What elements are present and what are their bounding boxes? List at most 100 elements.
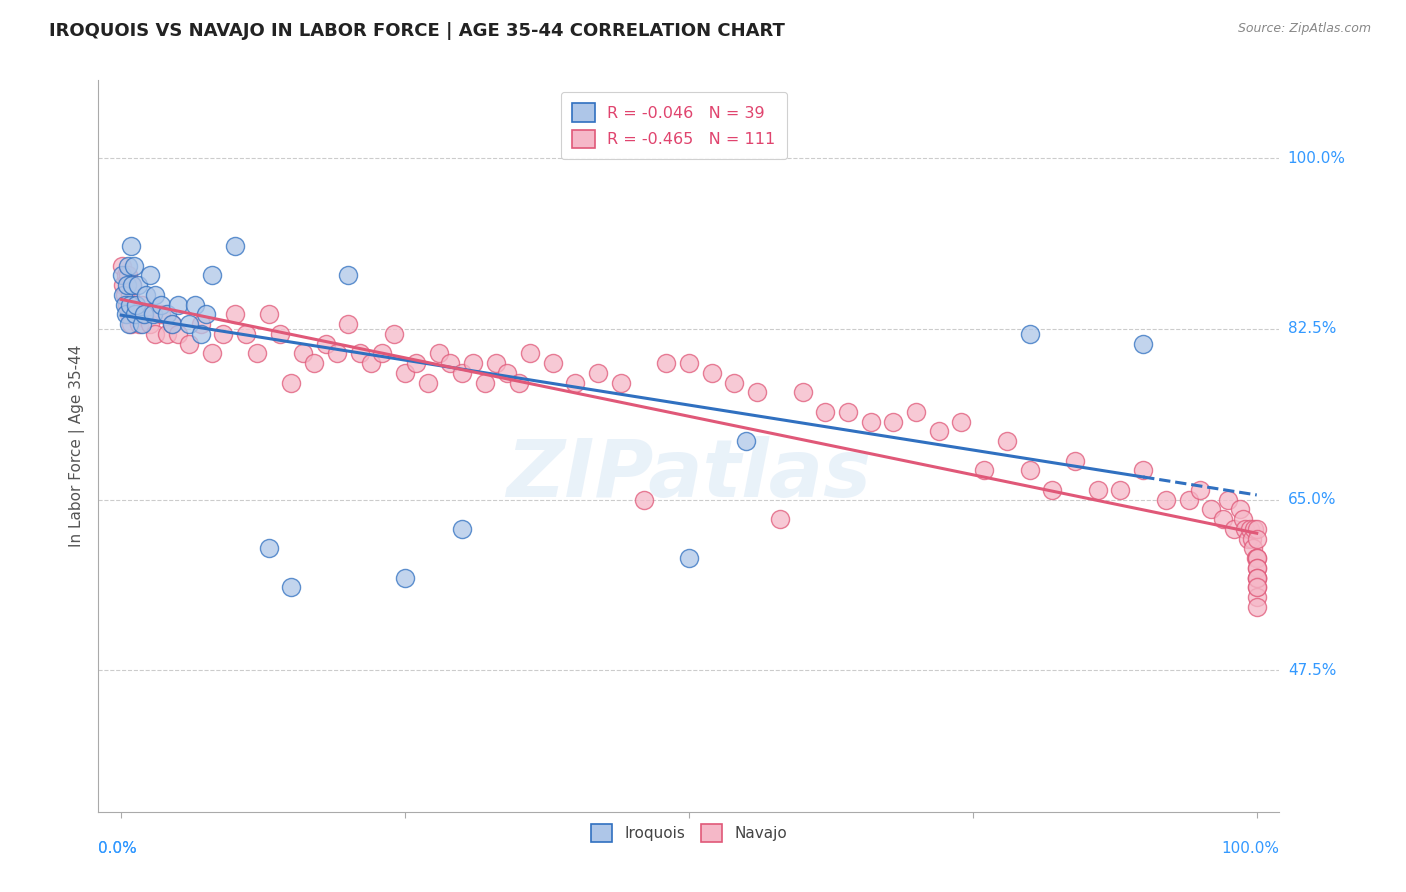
Point xyxy=(1246,561,1268,575)
Point xyxy=(120,288,142,302)
Point xyxy=(745,385,768,400)
Point xyxy=(326,346,349,360)
Point xyxy=(1241,532,1264,546)
Point xyxy=(280,581,302,595)
Point xyxy=(135,288,157,302)
Point xyxy=(155,307,177,321)
Point xyxy=(120,239,142,253)
Point xyxy=(120,317,142,331)
Point xyxy=(1132,463,1154,477)
Point xyxy=(1018,463,1040,477)
Point xyxy=(496,366,519,380)
Point xyxy=(201,346,224,360)
Point xyxy=(564,376,586,390)
Point xyxy=(337,317,360,331)
Point xyxy=(1246,599,1268,614)
Point xyxy=(1018,326,1040,341)
Point xyxy=(131,297,153,311)
Point xyxy=(112,288,135,302)
Text: 82.5%: 82.5% xyxy=(1288,321,1336,336)
Point xyxy=(115,297,138,311)
Point xyxy=(111,259,134,273)
Point xyxy=(1218,492,1240,507)
Point xyxy=(121,278,143,293)
Point xyxy=(1246,522,1268,536)
Point xyxy=(814,405,837,419)
Point xyxy=(143,288,166,302)
Text: 100.0%: 100.0% xyxy=(1288,151,1346,166)
Point xyxy=(734,434,756,449)
Text: ZIPatlas: ZIPatlas xyxy=(506,436,872,515)
Point xyxy=(928,425,950,439)
Point xyxy=(122,259,145,273)
Point xyxy=(1109,483,1132,497)
Point xyxy=(184,297,207,311)
Point xyxy=(463,356,485,370)
Point xyxy=(117,268,139,283)
Point xyxy=(201,268,224,283)
Text: Source: ZipAtlas.com: Source: ZipAtlas.com xyxy=(1237,22,1371,36)
Point xyxy=(167,297,190,311)
Point xyxy=(124,297,146,311)
Point xyxy=(127,278,149,293)
Point xyxy=(190,317,212,331)
Point xyxy=(114,297,136,311)
Point xyxy=(1246,551,1268,566)
Point xyxy=(1246,561,1268,575)
Point xyxy=(950,415,973,429)
Point xyxy=(212,326,235,341)
Point xyxy=(117,259,139,273)
Point xyxy=(1040,483,1063,497)
Point xyxy=(1212,512,1234,526)
Point xyxy=(120,297,142,311)
Point xyxy=(1229,502,1251,516)
Text: 65.0%: 65.0% xyxy=(1288,492,1336,508)
Point xyxy=(1246,571,1268,585)
Point xyxy=(114,307,136,321)
Point xyxy=(257,541,280,556)
Point xyxy=(121,278,143,293)
Point xyxy=(246,346,269,360)
Point xyxy=(112,278,135,293)
Point xyxy=(124,307,146,321)
Point xyxy=(450,522,472,536)
Point xyxy=(195,307,218,321)
Text: 47.5%: 47.5% xyxy=(1288,663,1336,678)
Point xyxy=(179,317,201,331)
Point xyxy=(190,326,212,341)
Y-axis label: In Labor Force | Age 35-44: In Labor Force | Age 35-44 xyxy=(69,345,84,547)
Point xyxy=(541,356,564,370)
Point xyxy=(302,356,325,370)
Point xyxy=(179,336,201,351)
Point xyxy=(1188,483,1211,497)
Point xyxy=(1246,571,1268,585)
Point xyxy=(1246,532,1268,546)
Point xyxy=(224,239,246,253)
Point xyxy=(427,346,450,360)
Point xyxy=(337,268,360,283)
Point xyxy=(315,336,337,351)
Point xyxy=(114,268,136,283)
Point xyxy=(138,268,160,283)
Point xyxy=(118,307,141,321)
Point xyxy=(519,346,541,360)
Point xyxy=(1236,532,1258,546)
Point xyxy=(360,356,382,370)
Legend: Iroquois, Navajo: Iroquois, Navajo xyxy=(585,818,793,848)
Point xyxy=(131,317,153,331)
Point xyxy=(115,278,138,293)
Text: 0.0%: 0.0% xyxy=(98,841,138,856)
Point xyxy=(837,405,859,419)
Point xyxy=(162,317,183,331)
Point xyxy=(655,356,678,370)
Point xyxy=(257,307,280,321)
Point xyxy=(132,307,155,321)
Point xyxy=(371,346,394,360)
Point xyxy=(485,356,508,370)
Point xyxy=(118,317,141,331)
Point xyxy=(405,356,427,370)
Point xyxy=(1201,502,1223,516)
Point xyxy=(1246,590,1268,604)
Text: 0.0%: 0.0% xyxy=(98,841,138,856)
Point xyxy=(508,376,530,390)
